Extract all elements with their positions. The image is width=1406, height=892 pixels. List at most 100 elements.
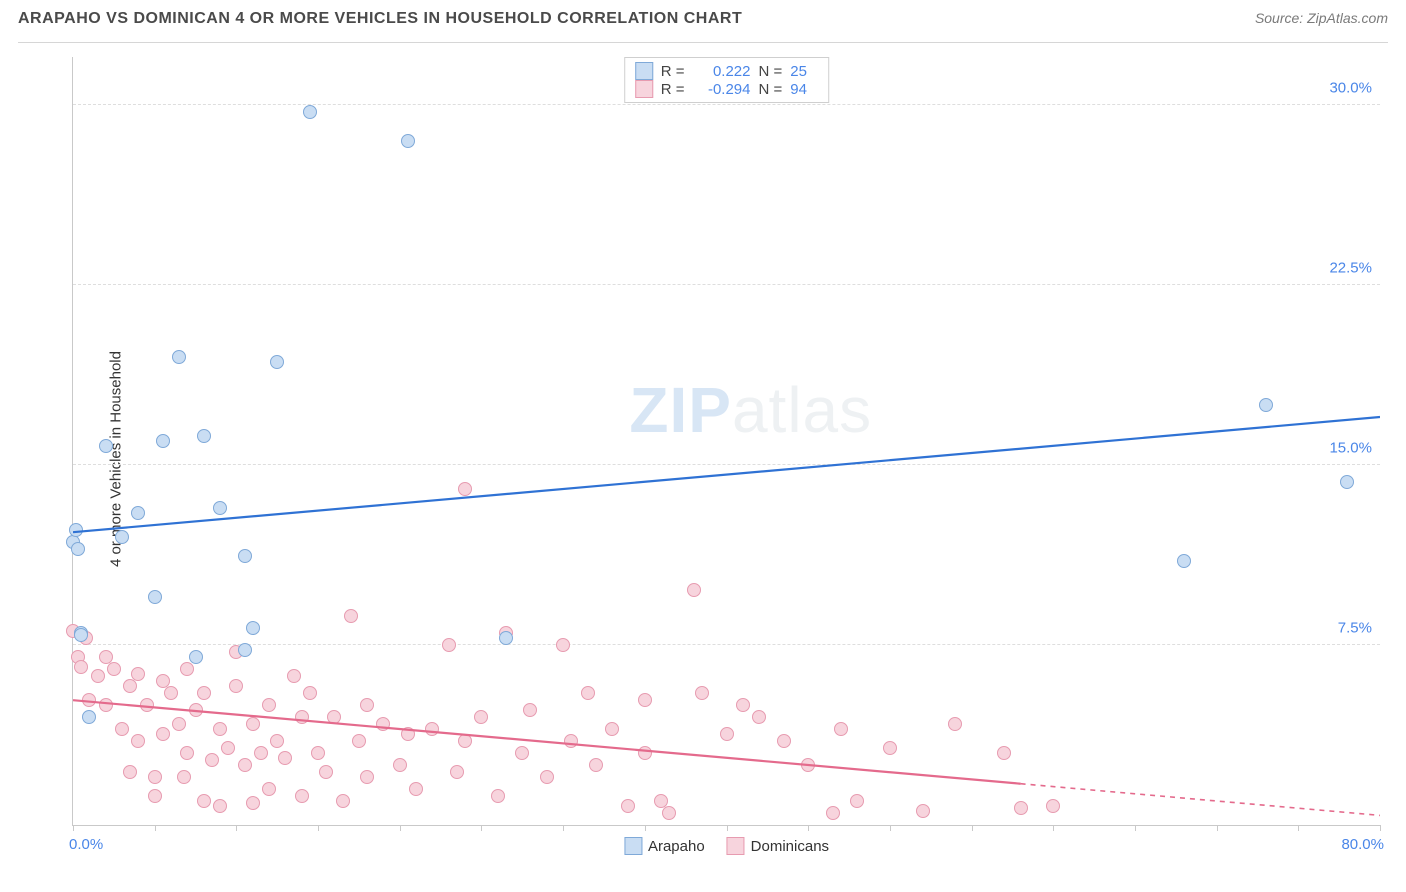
data-point-arapaho — [115, 530, 129, 544]
data-point-arapaho — [148, 590, 162, 604]
x-tick — [1217, 825, 1218, 831]
data-point-dominicans — [213, 722, 227, 736]
data-point-dominicans — [662, 806, 676, 820]
legend-label-arapaho: Arapaho — [648, 838, 705, 855]
data-point-dominicans — [515, 746, 529, 760]
r-value-arapaho: 0.222 — [693, 63, 751, 80]
data-point-dominicans — [474, 710, 488, 724]
plot-area: ZIPatlas R = 0.222 N = 25 R = -0.294 N =… — [72, 57, 1380, 826]
y-tick-label: 30.0% — [1321, 80, 1372, 97]
x-tick — [1298, 825, 1299, 831]
data-point-dominicans — [131, 734, 145, 748]
data-point-arapaho — [189, 650, 203, 664]
y-tick-label: 7.5% — [1330, 620, 1372, 637]
chart-container: 4 or more Vehicles in Household ZIPatlas… — [18, 42, 1388, 874]
data-point-dominicans — [752, 710, 766, 724]
x-tick — [563, 825, 564, 831]
data-point-dominicans — [287, 669, 301, 683]
data-point-arapaho — [238, 549, 252, 563]
x-tick — [155, 825, 156, 831]
x-tick — [1053, 825, 1054, 831]
y-tick-label: 22.5% — [1321, 260, 1372, 277]
x-tick — [645, 825, 646, 831]
data-point-arapaho — [71, 542, 85, 556]
data-point-dominicans — [327, 710, 341, 724]
data-point-dominicans — [916, 804, 930, 818]
data-point-dominicans — [777, 734, 791, 748]
data-point-dominicans — [589, 758, 603, 772]
data-point-dominicans — [148, 770, 162, 784]
data-point-dominicans — [262, 698, 276, 712]
data-point-arapaho — [270, 355, 284, 369]
data-point-dominicans — [997, 746, 1011, 760]
data-point-arapaho — [131, 506, 145, 520]
data-point-dominicans — [352, 734, 366, 748]
data-point-arapaho — [246, 621, 260, 635]
data-point-dominicans — [91, 669, 105, 683]
data-point-dominicans — [401, 727, 415, 741]
data-point-dominicans — [736, 698, 750, 712]
r-label: R = — [661, 63, 685, 80]
data-point-arapaho — [74, 628, 88, 642]
data-point-dominicans — [221, 741, 235, 755]
data-point-dominicans — [148, 789, 162, 803]
data-point-dominicans — [883, 741, 897, 755]
data-point-dominicans — [311, 746, 325, 760]
data-point-dominicans — [376, 717, 390, 731]
data-point-dominicans — [605, 722, 619, 736]
data-point-dominicans — [581, 686, 595, 700]
stats-legend: R = 0.222 N = 25 R = -0.294 N = 94 — [624, 57, 830, 103]
data-point-dominicans — [556, 638, 570, 652]
chart-title: ARAPAHO VS DOMINICAN 4 OR MORE VEHICLES … — [18, 10, 742, 28]
data-point-dominicans — [638, 746, 652, 760]
stats-row-arapaho: R = 0.222 N = 25 — [635, 62, 819, 80]
x-tick — [972, 825, 973, 831]
x-max-label: 80.0% — [1341, 836, 1384, 853]
data-point-dominicans — [393, 758, 407, 772]
data-point-dominicans — [197, 794, 211, 808]
data-point-arapaho — [1259, 398, 1273, 412]
data-point-dominicans — [238, 758, 252, 772]
data-point-dominicans — [442, 638, 456, 652]
swatch-arapaho — [635, 62, 653, 80]
x-tick — [890, 825, 891, 831]
data-point-dominicans — [99, 698, 113, 712]
watermark: ZIPatlas — [629, 373, 872, 447]
data-point-dominicans — [177, 770, 191, 784]
data-point-dominicans — [295, 710, 309, 724]
n-label: N = — [759, 81, 783, 98]
data-point-dominicans — [948, 717, 962, 731]
swatch-dominicans — [727, 837, 745, 855]
x-tick — [400, 825, 401, 831]
data-point-arapaho — [1177, 554, 1191, 568]
stats-row-dominicans: R = -0.294 N = 94 — [635, 80, 819, 98]
data-point-arapaho — [213, 501, 227, 515]
x-tick — [318, 825, 319, 831]
data-point-dominicans — [336, 794, 350, 808]
x-tick — [727, 825, 728, 831]
data-point-dominicans — [621, 799, 635, 813]
x-tick — [73, 825, 74, 831]
x-min-label: 0.0% — [69, 836, 103, 853]
data-point-dominicans — [246, 717, 260, 731]
data-point-dominicans — [344, 609, 358, 623]
data-point-dominicans — [172, 717, 186, 731]
legend-item-dominicans: Dominicans — [727, 837, 829, 855]
data-point-arapaho — [99, 439, 113, 453]
data-point-dominicans — [638, 693, 652, 707]
data-point-dominicans — [720, 727, 734, 741]
swatch-arapaho — [624, 837, 642, 855]
data-point-dominicans — [180, 662, 194, 676]
swatch-dominicans — [635, 80, 653, 98]
data-point-dominicans — [834, 722, 848, 736]
data-point-dominicans — [123, 765, 137, 779]
data-point-arapaho — [401, 134, 415, 148]
data-point-arapaho — [156, 434, 170, 448]
data-point-arapaho — [238, 643, 252, 657]
data-point-dominicans — [295, 789, 309, 803]
data-point-dominicans — [82, 693, 96, 707]
data-point-arapaho — [1340, 475, 1354, 489]
data-point-arapaho — [82, 710, 96, 724]
data-point-dominicans — [319, 765, 333, 779]
data-point-dominicans — [123, 679, 137, 693]
